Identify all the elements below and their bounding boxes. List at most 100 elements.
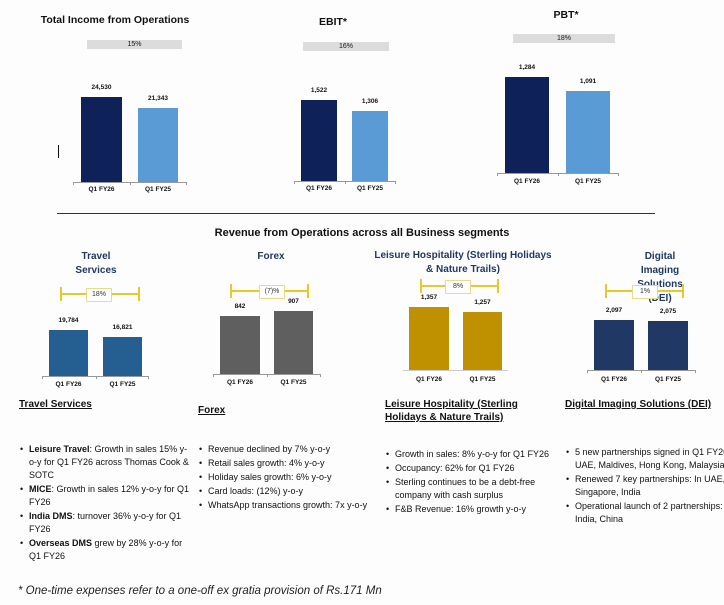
tick-label: Q1 FY26 bbox=[600, 376, 628, 383]
bullet-text: Holiday sales growth: 6% y-o-y bbox=[208, 472, 332, 482]
axis-tick bbox=[73, 182, 74, 185]
axis-tick bbox=[294, 181, 295, 184]
bullet-item: F&B Revenue: 16% growth y-o-y bbox=[386, 503, 565, 516]
bar bbox=[566, 91, 610, 173]
x-axis bbox=[73, 182, 186, 183]
data-label: 21,343 bbox=[148, 95, 168, 102]
data-label: 16,821 bbox=[112, 324, 133, 331]
bullet-item: Revenue declined by 7% y-o-y bbox=[199, 443, 378, 456]
growth-bracket-end bbox=[307, 284, 309, 298]
bullet-item: Sterling continues to be a debt-free com… bbox=[386, 476, 565, 502]
section-heading: Forex bbox=[198, 405, 226, 416]
footnote: * One-time expenses refer to a one-off e… bbox=[18, 585, 382, 597]
bullet-bold: Leisure Travel bbox=[29, 444, 90, 454]
bullet-text: F&B Revenue: 16% growth y-o-y bbox=[395, 504, 527, 514]
axis-tick bbox=[213, 374, 214, 377]
data-label: 24,530 bbox=[91, 84, 112, 91]
axis-tick bbox=[587, 370, 588, 373]
bullet-text: : Growth in sales 12% y-o-y for Q1 FY26 bbox=[29, 484, 190, 507]
bullet-text: Operational launch of 2 partnerships: In… bbox=[575, 501, 723, 524]
bullet-text: Revenue declined by 7% y-o-y bbox=[208, 444, 331, 454]
axis-tick bbox=[267, 374, 268, 377]
tick-label: Q1 FY26 bbox=[55, 381, 82, 388]
bar bbox=[49, 330, 88, 376]
axis-tick bbox=[344, 181, 346, 184]
bullet-item: Operational launch of 2 partnerships: In… bbox=[566, 500, 724, 526]
growth-badge: 18% bbox=[86, 288, 112, 302]
growth-bracket-end bbox=[230, 284, 232, 298]
data-label: 907 bbox=[288, 298, 299, 305]
bullet-item: 5 new partnerships signed in Q1 FY26: UA… bbox=[566, 446, 724, 472]
tick-label: Q1 FY25 bbox=[144, 186, 172, 193]
bullet-list: Revenue declined by 7% y-o-y Retail sales… bbox=[198, 443, 378, 513]
chart-title: Travel Services bbox=[75, 251, 117, 276]
section-title: Revenue from Operations across all Busin… bbox=[214, 227, 510, 239]
bar bbox=[301, 100, 337, 181]
tick-label: Q1 FY26 bbox=[226, 379, 254, 386]
tick-label: Q1 FY25 bbox=[469, 376, 496, 383]
growth-badge: 15% bbox=[87, 40, 182, 49]
data-label: 842 bbox=[234, 303, 246, 310]
chart-title: Forex bbox=[257, 251, 285, 262]
x-axis bbox=[42, 376, 148, 377]
bar bbox=[138, 108, 178, 182]
bullet-text: Card loads: (12%) y-o-y bbox=[208, 486, 304, 496]
bullet-item: Renewed 7 key partnerships: In UAE, Sing… bbox=[566, 473, 724, 499]
axis-tick bbox=[695, 370, 696, 373]
growth-bracket-end bbox=[682, 284, 684, 298]
axis-tick bbox=[557, 173, 559, 176]
section-heading: Travel Services bbox=[19, 399, 92, 410]
axis-tick bbox=[148, 376, 149, 379]
chart-title: PBT* bbox=[553, 9, 579, 21]
growth-bracket-end bbox=[60, 287, 62, 301]
bar bbox=[463, 312, 502, 370]
chart-title: EBIT* bbox=[318, 16, 348, 28]
bar bbox=[648, 321, 688, 370]
chart-title: Digital Imaging Solutions (DEI) bbox=[637, 251, 683, 304]
bar bbox=[409, 307, 449, 370]
bullet-bold: Overseas DMS bbox=[29, 538, 93, 548]
bullet-text: grew by 28% y-o-y for Q1 FY26 bbox=[29, 538, 183, 561]
tick-label: Q1 FY26 bbox=[513, 178, 541, 185]
axis-tick bbox=[320, 374, 321, 377]
bullet-text: Occupancy: 62% for Q1 FY26 bbox=[395, 463, 515, 473]
x-axis bbox=[213, 374, 320, 375]
bullet-list: Leisure Travel: Growth in sales 15% y-o-… bbox=[19, 443, 194, 564]
bullet-text: 5 new partnerships signed in Q1 FY26: UA… bbox=[575, 447, 724, 470]
data-label: 19,784 bbox=[58, 317, 79, 324]
data-label: 2,097 bbox=[605, 307, 623, 314]
data-label: 1,284 bbox=[518, 64, 536, 71]
axis-tick bbox=[618, 173, 619, 176]
data-label: 1,522 bbox=[310, 87, 328, 94]
axis-tick bbox=[95, 376, 97, 379]
data-label: 2,075 bbox=[659, 308, 677, 315]
bullet-item: Overseas DMS grew by 28% y-o-y for Q1 FY… bbox=[20, 537, 194, 563]
bullet-text: Retail sales growth: 4% y-o-y bbox=[208, 458, 325, 468]
tick-label: Q1 FY26 bbox=[415, 376, 443, 383]
axis-tick bbox=[641, 370, 642, 373]
growth-bracket-end bbox=[420, 279, 422, 293]
growth-badge: 1% bbox=[632, 285, 658, 299]
data-label: 1,257 bbox=[474, 299, 491, 306]
bullet-item: Card loads: (12%) y-o-y bbox=[199, 485, 378, 498]
data-label: 1,306 bbox=[361, 98, 379, 105]
tick-label: Q1 FY25 bbox=[109, 381, 136, 388]
bullet-text: : turnover 36% y-o-y for Q1 FY26 bbox=[29, 511, 182, 534]
bullet-item: Leisure Travel: Growth in sales 15% y-o-… bbox=[20, 443, 194, 482]
bar bbox=[352, 111, 388, 181]
bullet-item: Holiday sales growth: 6% y-o-y bbox=[199, 471, 378, 484]
bullet-bold: MICE bbox=[29, 484, 52, 494]
bullet-item: Occupancy: 62% for Q1 FY26 bbox=[386, 462, 565, 475]
tick-label: Q1 FY25 bbox=[654, 376, 682, 383]
section-heading: Digital Imaging Solutions (DEI) bbox=[565, 399, 712, 410]
axis-tick bbox=[186, 182, 187, 185]
data-label: 1,091 bbox=[579, 78, 597, 85]
tick-label: Q1 FY25 bbox=[574, 178, 602, 185]
bullet-item: MICE: Growth in sales 12% y-o-y for Q1 F… bbox=[20, 483, 194, 509]
growth-bracket-end bbox=[497, 279, 499, 293]
growth-bracket-end bbox=[138, 287, 140, 301]
growth-badge: 18% bbox=[513, 34, 615, 43]
bullet-text: WhatsApp transactions growth: 7x y-o-y bbox=[208, 500, 368, 510]
section-heading: Leisure Hospitality (Sterling Holidays &… bbox=[385, 399, 518, 423]
bullet-text: Renewed 7 key partnerships: In UAE, Sing… bbox=[575, 474, 724, 497]
